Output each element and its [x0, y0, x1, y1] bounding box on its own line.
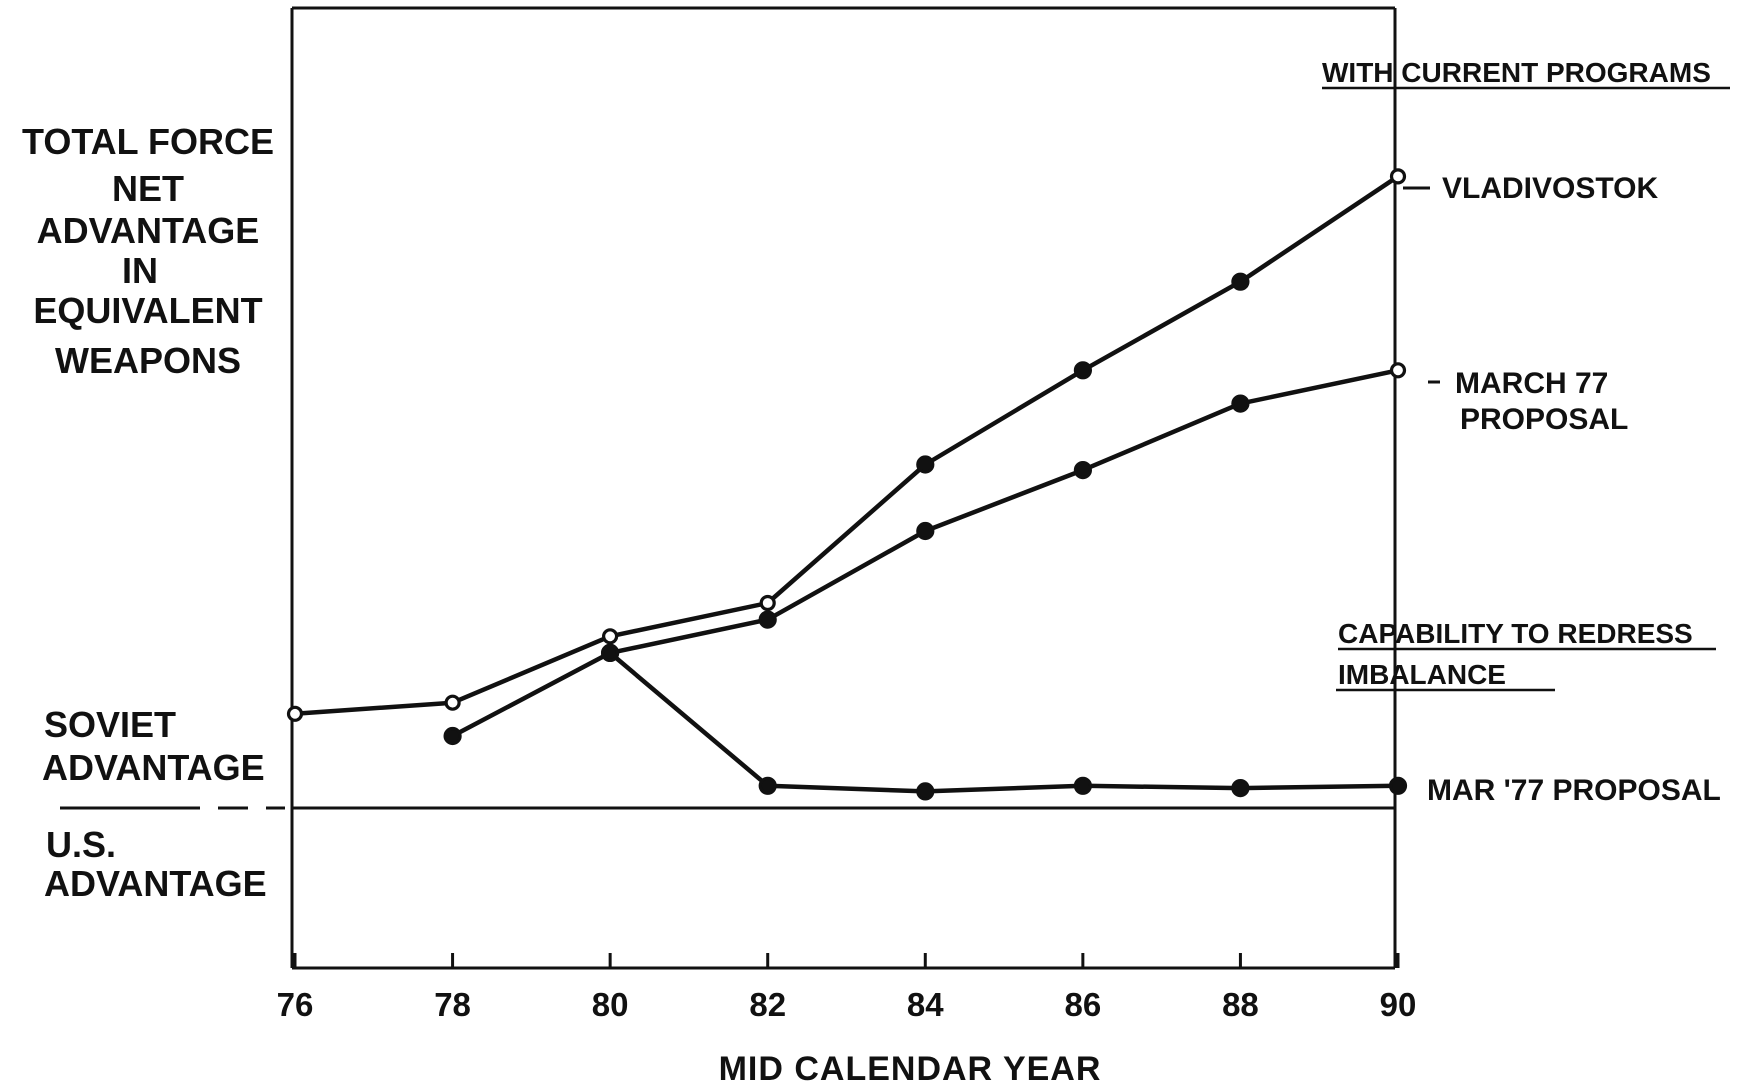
x-tick-label-90: 90 — [1380, 986, 1417, 1023]
series-2-point-88 — [1231, 394, 1250, 413]
series-label-march77-line-1: MARCH 77 — [1455, 367, 1608, 400]
series-3-point-80 — [600, 643, 620, 663]
x-tick-label-80: 80 — [592, 986, 629, 1023]
y-axis-label-line-1: TOTAL FORCE — [22, 121, 274, 162]
series-1-point-80 — [601, 628, 619, 645]
x-tick-label-82: 82 — [749, 986, 786, 1023]
series-2-point-90 — [1389, 362, 1407, 379]
series-1-point-90 — [1389, 168, 1407, 185]
series-1-point-86 — [1073, 361, 1093, 380]
series-label-march77-line-2: PROPOSAL — [1460, 403, 1628, 436]
x-tick-label-88: 88 — [1222, 986, 1259, 1023]
soviet-advantage-line-2: ADVANTAGE — [42, 747, 265, 788]
us-advantage-line-1: U.S. — [46, 824, 116, 865]
us-advantage-line-2: ADVANTAGE — [44, 863, 267, 904]
series-2-point-78 — [443, 726, 462, 746]
series-1-point-82 — [759, 594, 776, 612]
series-1-point-88 — [1231, 272, 1250, 291]
series-line-2 — [451, 368, 1399, 738]
series-label-mar77-redress: MAR '77 PROPOSAL — [1427, 774, 1721, 807]
y-axis-label-line-3: ADVANTAGE — [37, 210, 260, 251]
series-3-point-84 — [916, 782, 935, 801]
series-3-point-88 — [1231, 778, 1250, 798]
x-tick-label-76: 76 — [277, 986, 314, 1023]
series-1-point-78 — [444, 694, 461, 711]
y-axis-label-line-4: IN — [122, 250, 158, 291]
header-redress-line-2: IMBALANCE — [1338, 659, 1506, 690]
x-tick-label-84: 84 — [907, 986, 944, 1023]
soviet-advantage-line-1: SOVIET — [44, 704, 176, 745]
x-axis-label: MID CALENDAR YEAR — [719, 1050, 1102, 1086]
series-3-point-82 — [758, 776, 777, 795]
x-tick-label-86: 86 — [1064, 986, 1101, 1023]
series-line-1 — [294, 174, 1400, 717]
y-axis-label-line-2: NET — [112, 168, 184, 209]
series-label-vladivostok: VLADIVOSTOK — [1442, 172, 1658, 205]
series-3-point-90 — [1388, 776, 1408, 795]
x-ticks: 76 78 80 82 84 86 88 90 — [277, 953, 1417, 1023]
series-layer — [286, 168, 1408, 801]
series-2-point-86 — [1073, 461, 1093, 480]
series-2-point-84 — [916, 521, 935, 541]
header-redress-line-1: CAPABILITY TO REDRESS — [1338, 618, 1693, 649]
series-1-point-76 — [286, 705, 304, 722]
header-current-programs: WITH CURRENT PROGRAMS — [1322, 57, 1711, 88]
series-3-point-86 — [1073, 776, 1093, 795]
y-axis-label-line-6: WEAPONS — [55, 340, 241, 381]
x-tick-label-78: 78 — [434, 986, 471, 1023]
series-line-3 — [608, 651, 1399, 794]
series-1-point-84 — [916, 455, 935, 474]
y-axis-label-line-5: EQUIVALENT — [33, 290, 262, 331]
series-2-point-82 — [758, 610, 777, 629]
